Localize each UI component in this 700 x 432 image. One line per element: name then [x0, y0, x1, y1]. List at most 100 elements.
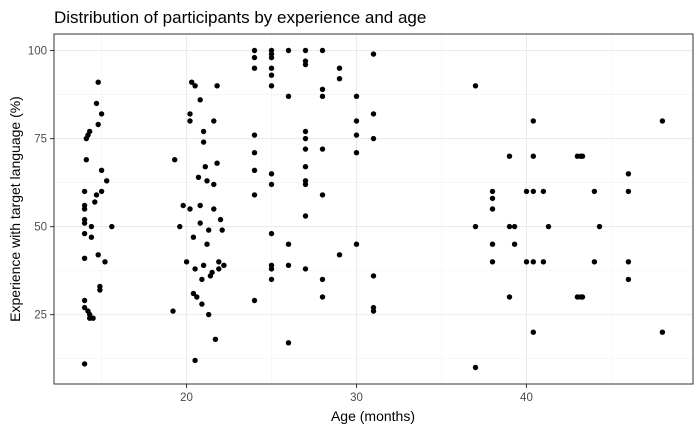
data-point — [251, 65, 258, 71]
data-point — [97, 283, 103, 290]
data-point — [302, 146, 309, 152]
data-point — [659, 329, 666, 335]
data-point — [591, 188, 598, 195]
data-point — [98, 111, 105, 117]
data-point — [625, 259, 632, 265]
data-point — [523, 188, 530, 195]
data-point — [302, 135, 309, 142]
data-point — [251, 47, 258, 54]
data-point — [353, 118, 360, 124]
data-point — [199, 301, 205, 307]
data-point — [192, 357, 198, 364]
data-point — [302, 266, 309, 272]
data-point — [102, 259, 108, 265]
data-point — [370, 51, 377, 57]
data-point — [199, 276, 205, 283]
data-point — [545, 223, 552, 230]
data-point — [302, 164, 309, 170]
data-point — [200, 128, 207, 135]
data-point — [197, 220, 203, 226]
data-point — [109, 223, 115, 230]
data-point — [625, 276, 632, 283]
data-point — [530, 153, 536, 159]
data-point — [217, 216, 224, 223]
data-point — [579, 294, 586, 300]
data-point — [192, 83, 198, 89]
data-point — [319, 47, 326, 54]
data-point — [336, 65, 343, 71]
data-point — [81, 361, 88, 367]
data-point — [353, 132, 360, 138]
data-point — [92, 199, 98, 205]
plot-panel-border — [53, 33, 694, 385]
data-point — [489, 241, 496, 247]
data-point — [268, 171, 275, 177]
data-point — [353, 150, 360, 156]
data-point — [319, 86, 326, 93]
data-point — [206, 227, 212, 233]
data-point — [319, 192, 326, 198]
data-point — [530, 188, 536, 195]
y-tick-label: 50 — [34, 222, 47, 234]
data-point — [172, 157, 178, 163]
data-point — [251, 297, 258, 304]
y-axis-ticks: 25 50 75 100 — [28, 46, 54, 322]
data-point — [93, 100, 100, 107]
y-axis-title: Experience with target language (%) — [7, 96, 23, 322]
data-point — [506, 294, 513, 300]
data-point — [209, 269, 215, 276]
data-point — [506, 153, 513, 159]
data-point — [302, 47, 309, 54]
data-point — [579, 153, 586, 159]
data-point — [212, 336, 219, 342]
data-point — [596, 223, 603, 230]
data-point — [200, 262, 207, 268]
data-point — [204, 178, 210, 184]
data-point — [319, 93, 326, 100]
data-point — [90, 315, 96, 321]
data-point — [472, 364, 479, 371]
data-point — [221, 262, 227, 268]
data-point — [81, 255, 88, 261]
x-axis-ticks: 20 30 40 — [180, 384, 533, 404]
data-point — [216, 259, 222, 265]
data-point — [489, 188, 496, 195]
data-point — [353, 241, 360, 247]
data-point — [625, 188, 632, 195]
data-point — [370, 111, 377, 117]
data-point — [540, 188, 547, 195]
data-point — [81, 297, 88, 304]
data-point — [95, 79, 101, 85]
data-point — [268, 276, 275, 283]
data-point — [540, 259, 547, 265]
data-point — [251, 132, 258, 138]
data-point — [625, 171, 632, 177]
data-point — [194, 294, 200, 300]
data-point — [206, 311, 212, 318]
data-point — [489, 259, 496, 265]
data-point — [214, 83, 220, 89]
data-point — [214, 160, 220, 166]
data-point — [472, 83, 479, 89]
data-point — [251, 54, 258, 61]
data-point — [268, 47, 275, 54]
data-point — [88, 223, 95, 230]
data-point — [302, 128, 309, 135]
x-tick-label: 40 — [520, 392, 533, 404]
data-point — [353, 93, 360, 100]
data-point — [180, 202, 186, 209]
x-tick-label: 30 — [350, 392, 363, 404]
data-point — [251, 150, 258, 156]
data-point — [268, 72, 275, 78]
data-point — [81, 304, 88, 311]
data-point — [187, 111, 193, 117]
y-tick-label: 25 — [34, 310, 47, 322]
data-point — [370, 273, 377, 279]
data-point — [81, 202, 88, 209]
data-point — [268, 230, 275, 237]
data-point — [268, 181, 275, 188]
data-point — [319, 276, 326, 283]
data-point — [285, 93, 292, 100]
data-point — [302, 213, 309, 219]
